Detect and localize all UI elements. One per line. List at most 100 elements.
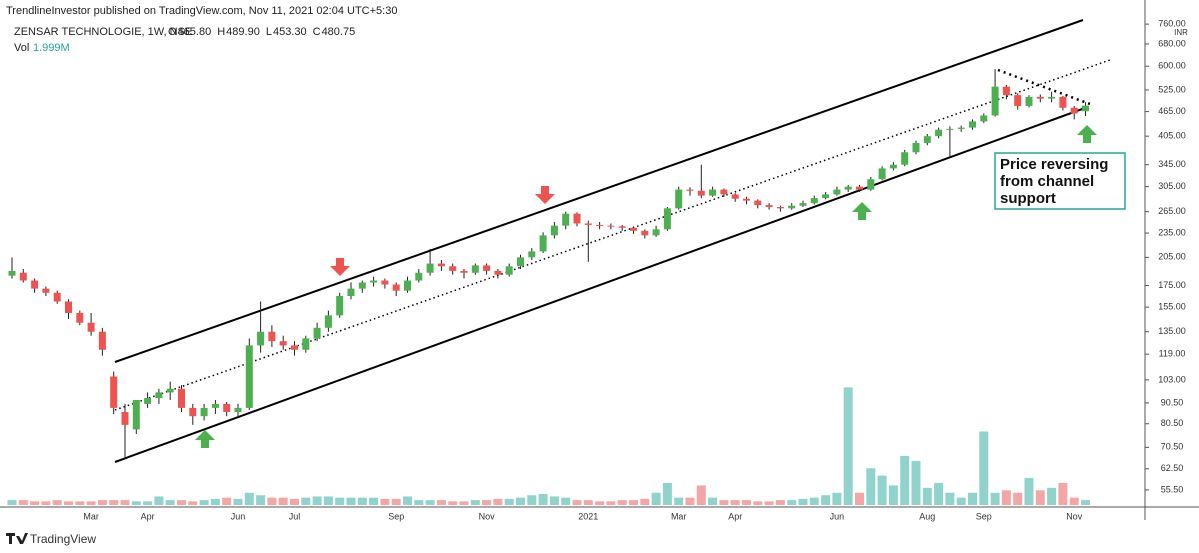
candle-body xyxy=(980,115,988,122)
candle-body xyxy=(19,272,27,281)
y-tick-label: 680.00 xyxy=(1158,38,1186,48)
candle-body xyxy=(110,376,118,408)
volume-bar xyxy=(301,497,311,505)
arrow-up xyxy=(195,430,215,448)
volume-bar xyxy=(143,501,153,505)
volume-bar xyxy=(425,500,435,505)
volume-bar xyxy=(222,497,232,505)
candle-body xyxy=(550,225,558,236)
candle-body xyxy=(166,388,174,393)
y-tick-label: 103.00 xyxy=(1158,374,1186,384)
x-tick-label: Jul xyxy=(289,511,301,521)
volume-bar xyxy=(809,497,819,505)
candle-body xyxy=(720,189,728,195)
candle-body xyxy=(98,331,106,350)
volume-bar xyxy=(583,500,593,505)
volume-bar xyxy=(979,431,989,505)
y-tick-label: 155.00 xyxy=(1158,302,1186,312)
volume-bar xyxy=(482,500,492,505)
volume-bar xyxy=(154,496,164,505)
candle-body xyxy=(856,186,863,190)
candle-body xyxy=(302,338,310,350)
volume-bar xyxy=(1081,500,1090,505)
candle-body xyxy=(370,280,378,283)
volume-bar xyxy=(1035,490,1045,505)
volume-bar xyxy=(493,498,503,505)
volume-bar xyxy=(753,501,763,505)
volume-bar xyxy=(346,497,356,505)
arrow-up xyxy=(852,202,872,220)
volume-bar xyxy=(278,497,288,505)
candle-body xyxy=(211,403,219,408)
candle-body xyxy=(381,280,389,285)
candle-body xyxy=(404,280,411,291)
candle-body xyxy=(517,257,524,267)
candle-body xyxy=(822,194,830,199)
volume-bar xyxy=(335,497,345,505)
volume-bar xyxy=(267,497,277,505)
volume-bar xyxy=(730,500,740,505)
volume-bar xyxy=(7,500,17,505)
volume-bar xyxy=(414,500,424,505)
x-tick-label: Mar xyxy=(671,511,687,521)
ohlc-value: 489.90 xyxy=(226,26,260,38)
red-arrows xyxy=(330,186,555,276)
channel-mid xyxy=(114,59,1111,411)
candle-body xyxy=(257,331,265,346)
candle-body xyxy=(1002,86,1010,96)
volume-bar xyxy=(380,498,390,505)
candle-body xyxy=(358,282,366,289)
volume-bar xyxy=(629,500,638,505)
volume-bar xyxy=(1069,497,1079,505)
y-tick-label: 62.50 xyxy=(1161,463,1184,473)
volume-bar xyxy=(572,500,582,505)
y-tick-label: 305.00 xyxy=(1158,181,1186,191)
candle-body xyxy=(539,235,547,252)
candle-body xyxy=(641,230,649,236)
arrow-up xyxy=(1077,125,1097,143)
candle-body xyxy=(1036,96,1044,99)
y-tick-label: 205.00 xyxy=(1158,252,1186,262)
y-tick-label: 600.00 xyxy=(1158,61,1186,71)
green-arrows xyxy=(195,125,1097,448)
volume-bar xyxy=(911,460,921,505)
candle-body xyxy=(268,331,276,342)
x-tick-label: Sep xyxy=(976,511,992,521)
candle-body xyxy=(76,312,84,323)
candle-body xyxy=(155,392,163,399)
falling-line xyxy=(997,68,1091,106)
candle-body xyxy=(1059,96,1067,108)
y-tick-label: 345.00 xyxy=(1158,159,1186,169)
volume-bar xyxy=(64,501,73,505)
volume-bar xyxy=(866,468,876,505)
candle-body xyxy=(1070,107,1078,114)
volume-bar xyxy=(177,500,186,505)
y-tick-label: 760.00 xyxy=(1158,19,1186,29)
candle-body xyxy=(969,121,976,128)
candle-body xyxy=(923,136,931,143)
candle-body xyxy=(291,345,298,350)
volume-bar xyxy=(188,501,198,505)
candle-body xyxy=(731,194,739,199)
candle-body xyxy=(844,186,852,190)
channel-upper xyxy=(114,19,1084,363)
volume-bar xyxy=(674,497,684,505)
candle-body xyxy=(652,229,660,236)
volume-bar xyxy=(1013,492,1023,505)
volume-bar xyxy=(369,497,379,505)
candle-body xyxy=(415,272,423,281)
candle-body xyxy=(630,227,637,231)
candle-body xyxy=(833,189,841,195)
candle-body xyxy=(87,322,95,332)
volume-bar xyxy=(470,500,480,505)
volume-bar xyxy=(877,475,887,505)
volume-bar xyxy=(1047,487,1057,505)
volume-bar xyxy=(549,496,559,505)
volume-bar xyxy=(312,496,322,505)
volume-bar xyxy=(97,500,107,505)
footer-logo xyxy=(6,533,28,544)
candle-body xyxy=(313,327,321,339)
volume-bar xyxy=(775,500,785,505)
volume-bar xyxy=(448,501,458,505)
